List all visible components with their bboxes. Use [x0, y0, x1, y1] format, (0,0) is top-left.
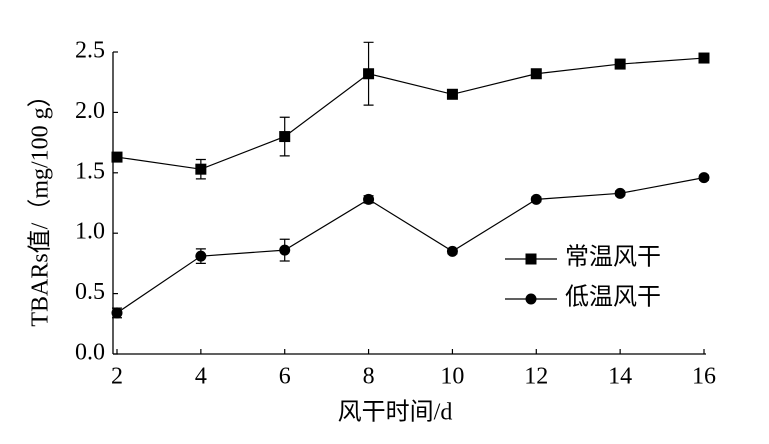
marker — [525, 253, 537, 265]
marker — [530, 68, 542, 80]
x-tick-label: 14 — [608, 364, 632, 390]
y-tick-label: 2.0 — [75, 98, 105, 124]
marker — [614, 187, 626, 199]
x-tick-label: 12 — [524, 364, 548, 390]
marker — [279, 244, 291, 256]
marker — [525, 293, 537, 305]
x-tick-label: 6 — [279, 364, 291, 390]
legend-label: 低温风干 — [565, 284, 661, 311]
marker — [614, 58, 626, 70]
legend-label: 常温风干 — [565, 244, 661, 271]
marker — [446, 88, 458, 100]
marker — [363, 193, 375, 205]
marker — [698, 52, 710, 64]
marker — [195, 163, 207, 175]
data-line — [116, 57, 705, 170]
y-tick-label: 0.5 — [75, 279, 105, 305]
x-tick-label: 10 — [440, 364, 464, 390]
marker — [195, 250, 207, 262]
y-tick-label: 2.5 — [75, 38, 105, 64]
data-line — [116, 177, 705, 314]
marker — [111, 151, 123, 163]
marker — [279, 131, 291, 143]
marker — [530, 193, 542, 205]
y-tick-label: 1.0 — [75, 219, 105, 245]
marker — [363, 68, 375, 80]
y-tick-label: 1.5 — [75, 158, 105, 184]
y-axis-label: TBARs值/（mg/100 g） — [27, 83, 54, 326]
x-tick-label: 8 — [363, 364, 375, 390]
marker — [698, 172, 710, 184]
x-axis-label: 风干时间/d — [338, 399, 453, 426]
x-tick-label: 16 — [692, 364, 716, 390]
marker — [446, 245, 458, 257]
marker — [111, 307, 123, 319]
x-tick-label: 2 — [111, 364, 123, 390]
x-tick-label: 4 — [195, 364, 207, 390]
y-tick-label: 0.0 — [75, 340, 105, 366]
